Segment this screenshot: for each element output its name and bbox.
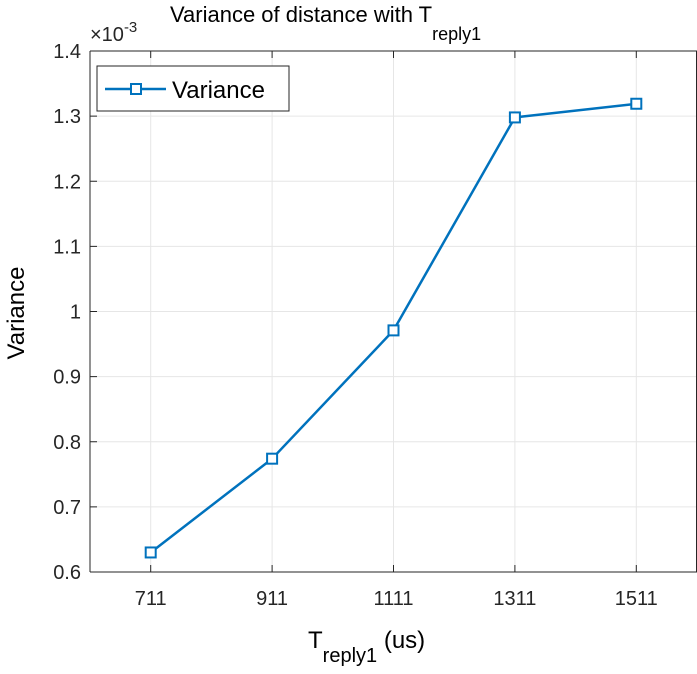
y-axis-label: Variance [3,267,30,360]
chart-title-main: Variance of distance with T [170,2,432,27]
x-axis-label-main: T [308,627,323,654]
data-point [266,452,279,465]
data-point [144,546,157,559]
x-tick-label: 711 [135,588,167,610]
legend-marker [130,83,142,95]
data-point [630,97,643,110]
chart-title: Variance of distance with Treply1 [170,2,481,44]
chart-title-sub: reply1 [432,24,481,44]
y-tick-label: 1 [70,302,81,324]
x-tick-label: 1311 [493,588,536,610]
x-tick-label: 1511 [615,588,658,610]
y-tick-label: 0.6 [53,562,81,584]
x-tick-label: 911 [256,588,288,610]
y-tick-label: 0.9 [53,367,81,389]
y-tick-label: 0.8 [53,432,81,454]
y-ticks: 0.6 0.7 0.8 0.9 1 1.1 1.2 1.3 1.4 [53,41,97,584]
y-tick-label: 1.1 [53,236,81,258]
y-tick-label: 1.2 [53,171,81,193]
y-tick-label: 1.4 [53,41,81,63]
x-axis-label: Treply1 (us) [308,627,425,667]
x-tick-label: 1111 [373,588,413,610]
y-tick-label: 0.7 [53,497,81,519]
legend-label: Variance [172,77,265,104]
y-exponent-power: -3 [124,19,137,36]
x-axis-label-sub: reply1 [323,645,377,667]
data-point [387,324,400,337]
series-group [144,97,643,559]
x-axis-label-suffix: (us) [377,627,425,654]
y-exponent-base: ×10 [90,24,124,46]
data-point [508,111,521,124]
y-exponent: ×10-3 [90,19,137,46]
y-tick-label: 1.3 [53,106,81,128]
legend: Variance [96,65,290,112]
x-ticks: 711 911 1111 1311 1511 [135,51,658,610]
